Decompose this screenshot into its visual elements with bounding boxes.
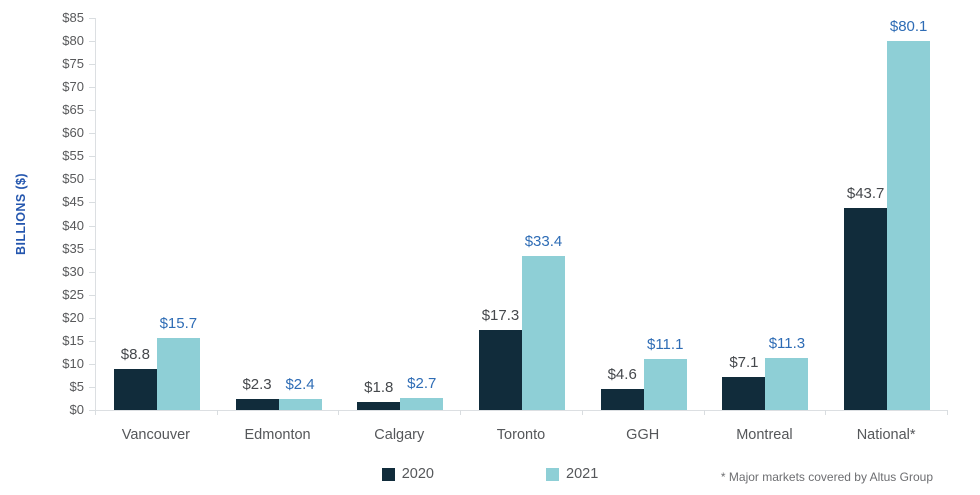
bar-value-label: $15.7 (159, 314, 198, 332)
bar-value-label: $17.3 (481, 307, 520, 325)
y-tick-mark (89, 202, 95, 204)
x-tick-mark (704, 410, 705, 415)
legend-item-2021: 2021 (546, 466, 598, 482)
y-tick-mark (89, 41, 95, 43)
bar-2020-GGH (600, 388, 644, 410)
x-tick-mark (95, 410, 96, 415)
category-label-National: National* (856, 427, 916, 443)
bar-value-label: $11.3 (768, 334, 806, 352)
y-tick-label: $35 (62, 240, 84, 256)
y-tick-mark (89, 317, 95, 319)
y-tick-label: $45 (62, 194, 84, 210)
y-tick-label: $30 (62, 263, 84, 279)
x-tick-mark (582, 410, 583, 415)
x-tick-mark (825, 410, 826, 415)
bar-value-label: $2.4 (285, 375, 315, 393)
y-tick-mark (89, 271, 95, 273)
y-tick-label: $20 (62, 309, 84, 325)
x-tick-mark (217, 410, 218, 415)
legend-item-2020: 2020 (381, 466, 434, 482)
y-tick-mark (89, 225, 95, 227)
y-tick-label: $0 (69, 402, 84, 417)
legend-swatch-2020 (381, 467, 395, 481)
bar-2021-Vancouver (156, 337, 200, 410)
y-tick-mark (89, 87, 95, 89)
bar-value-label: $43.7 (846, 185, 885, 203)
legend-label-2020: 2020 (401, 466, 434, 482)
category-label-Toronto: Toronto (496, 427, 546, 443)
bar-2020-Montreal (722, 377, 766, 410)
y-tick-mark (89, 294, 95, 296)
legend-swatch-2021 (546, 467, 559, 481)
bar-value-label: $33.4 (524, 232, 563, 250)
y-tick-label: $80 (62, 33, 84, 49)
bar-value-label: $80.1 (889, 17, 928, 35)
footnote: * Major markets covered by Altus Group (720, 470, 933, 484)
bar-value-label: $2.3 (242, 376, 272, 394)
bar-2021-National (887, 40, 931, 410)
bar-2021-Calgary (400, 397, 444, 410)
y-tick-mark (89, 340, 95, 342)
bar-value-label: $2.7 (407, 374, 437, 392)
y-tick-label: $60 (62, 125, 84, 141)
y-tick-mark (89, 133, 95, 135)
y-tick-label: $15 (62, 332, 84, 348)
y-tick-label: $55 (62, 148, 84, 164)
y-tick-label: $50 (62, 171, 84, 187)
legend-label-2021: 2021 (566, 466, 599, 482)
category-label-Edmonton: Edmonton (244, 427, 311, 443)
y-tick-label: $75 (62, 56, 84, 72)
bar-2020-Toronto (479, 330, 522, 410)
y-tick-label: $25 (62, 286, 84, 302)
x-tick-mark (947, 410, 948, 415)
y-tick-label: $65 (62, 102, 84, 118)
y-tick-label: $5 (69, 378, 84, 394)
bar-2020-Vancouver (113, 369, 157, 410)
bar-2021-Edmonton (278, 398, 322, 410)
bar-value-label: $4.6 (607, 365, 637, 383)
y-tick-mark (89, 363, 95, 365)
bar-2021-Montreal (765, 357, 809, 410)
bar-value-label: $1.8 (364, 378, 394, 396)
category-label-GGH: GGH (626, 427, 660, 443)
y-tick-mark (89, 64, 95, 66)
category-label-Calgary: Calgary (374, 427, 425, 443)
legend: 2020 2021 (0, 466, 980, 482)
y-tick-mark (89, 410, 95, 411)
y-tick-label: $40 (62, 217, 84, 233)
x-tick-mark (460, 410, 461, 415)
y-tick-mark (89, 248, 95, 250)
category-label-Vancouver: Vancouver (121, 427, 190, 443)
y-tick-label: $70 (62, 79, 84, 95)
bar-value-label: $7.1 (729, 354, 759, 372)
y-tick-mark (89, 179, 95, 181)
bar-2020-Edmonton (235, 399, 279, 410)
bar-value-label: $11.1 (646, 335, 684, 353)
y-tick-mark (89, 110, 95, 112)
category-label-Montreal: Montreal (736, 427, 793, 443)
bar-2020-National (844, 208, 888, 410)
y-tick-mark (89, 18, 95, 19)
y-tick-label: $10 (62, 355, 84, 371)
bar-2020-Calgary (357, 401, 401, 410)
bar-2021-GGH (643, 358, 687, 410)
x-tick-mark (338, 410, 339, 415)
plot-area: $8.8 $15.7 $2.3 $2.4 $1.8 $2.7 $17.3 $33.4 $4.6 $… (95, 18, 948, 411)
y-tick-mark (89, 156, 95, 158)
y-tick-label: $85 (62, 10, 84, 25)
bar-2021-Toronto (522, 255, 565, 410)
y-tick-mark (89, 386, 95, 388)
bar-value-label: $8.8 (120, 346, 150, 364)
